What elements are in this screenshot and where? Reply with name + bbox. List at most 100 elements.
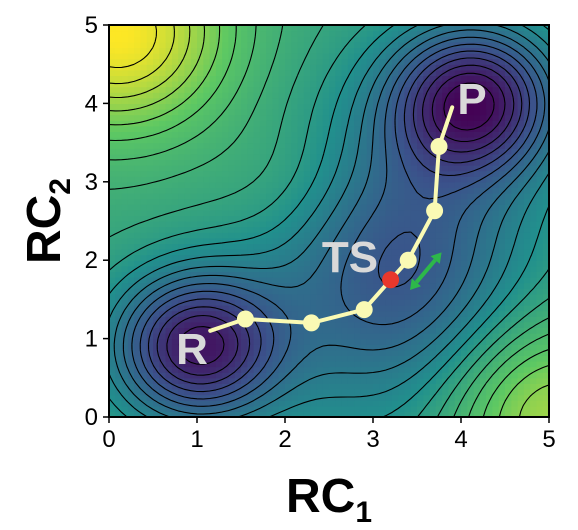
heatmap-cell — [467, 109, 475, 116]
heatmap-cell — [385, 349, 393, 356]
heatmap-cell — [385, 293, 393, 300]
heatmap-cell — [247, 181, 255, 188]
heatmap-cell — [467, 198, 475, 205]
heatmap-cell — [417, 103, 424, 110]
heatmap-cell — [505, 293, 512, 300]
heatmap-cell — [209, 405, 217, 412]
heatmap-cell — [448, 131, 456, 138]
heatmap-cell — [209, 137, 217, 144]
heatmap-cell — [322, 226, 330, 233]
heatmap-cell — [511, 142, 519, 149]
heatmap-cell — [228, 383, 236, 390]
y-tick-label: 1 — [85, 326, 98, 353]
heatmap-cell — [517, 159, 525, 166]
heatmap-cell — [511, 153, 519, 160]
heatmap-cell — [316, 288, 324, 295]
heatmap-cell — [247, 159, 255, 166]
heatmap-cell — [215, 159, 223, 166]
heatmap-cell — [505, 305, 512, 312]
heatmap-cell — [410, 137, 418, 144]
heatmap-cell — [153, 103, 160, 110]
heatmap-cell — [197, 114, 204, 121]
heatmap-cell — [373, 243, 380, 250]
heatmap-cell — [511, 103, 519, 110]
heatmap-cell — [542, 120, 549, 127]
heatmap-cell — [335, 92, 343, 99]
heatmap-cell — [190, 260, 198, 267]
heatmap-cell — [417, 400, 424, 407]
heatmap-cell — [278, 81, 286, 88]
heatmap-cell — [266, 282, 274, 289]
heatmap-cell — [486, 232, 494, 239]
heatmap-cell — [209, 215, 217, 222]
heatmap-cell — [423, 299, 431, 306]
heatmap-cell — [467, 36, 475, 43]
heatmap-cell — [341, 349, 349, 356]
heatmap-cell — [467, 226, 475, 233]
heatmap-cell — [190, 25, 198, 32]
heatmap-cell — [259, 349, 267, 356]
heatmap-cell — [442, 153, 450, 160]
heatmap-cell — [234, 260, 242, 267]
heatmap-cell — [228, 237, 236, 244]
heatmap-cell — [134, 47, 142, 54]
heatmap-cell — [479, 265, 487, 272]
x-tick-label: 5 — [542, 426, 555, 453]
heatmap-cell — [448, 114, 456, 121]
heatmap-cell — [385, 36, 393, 43]
heatmap-cell — [134, 226, 142, 233]
heatmap-cell — [134, 209, 142, 216]
heatmap-cell — [479, 321, 487, 328]
heatmap-cell — [354, 321, 362, 328]
heatmap-cell — [398, 193, 406, 200]
heatmap-cell — [391, 316, 399, 323]
heatmap-cell — [222, 204, 230, 211]
heatmap-cell — [505, 97, 512, 104]
heatmap-cell — [398, 338, 406, 345]
heatmap-cell — [360, 405, 368, 412]
heatmap-cell — [109, 243, 116, 250]
heatmap-cell — [171, 226, 179, 233]
heatmap-cell — [536, 58, 544, 65]
heatmap-cell — [297, 372, 305, 379]
heatmap-cell — [461, 338, 468, 345]
heatmap-cell — [316, 305, 324, 312]
heatmap-cell — [536, 25, 544, 32]
heatmap-cell — [159, 131, 167, 138]
heatmap-cell — [498, 58, 506, 65]
heatmap-cell — [461, 377, 468, 384]
heatmap-cell — [473, 344, 481, 351]
heatmap-cell — [486, 299, 494, 306]
heatmap-cell — [322, 193, 330, 200]
heatmap-cell — [341, 120, 349, 127]
heatmap-cell — [228, 193, 236, 200]
heatmap-cell — [492, 36, 500, 43]
heatmap-cell — [542, 30, 549, 37]
heatmap-cell — [146, 344, 154, 351]
heatmap-cell — [203, 47, 211, 54]
heatmap-cell — [530, 215, 538, 222]
heatmap-cell — [391, 226, 399, 233]
heatmap-cell — [479, 148, 487, 155]
heatmap-cell — [505, 137, 512, 144]
heatmap-cell — [461, 165, 468, 172]
heatmap-cell — [165, 148, 173, 155]
heatmap-cell — [385, 254, 393, 261]
heatmap-cell — [234, 204, 242, 211]
heatmap-cell — [203, 405, 211, 412]
heatmap-cell — [291, 254, 299, 261]
heatmap-cell — [505, 321, 512, 328]
heatmap-cell — [310, 277, 318, 284]
heatmap-cell — [259, 277, 267, 284]
heatmap-cell — [109, 310, 116, 317]
heatmap-cell — [140, 41, 148, 48]
heatmap-cell — [146, 109, 154, 116]
heatmap-cell — [322, 69, 330, 76]
heatmap-cell — [423, 41, 431, 48]
heatmap-cell — [486, 338, 494, 345]
heatmap-cell — [486, 366, 494, 373]
heatmap-cell — [291, 310, 299, 317]
heatmap-cell — [259, 237, 267, 244]
heatmap-cell — [266, 36, 274, 43]
heatmap-cell — [121, 41, 129, 48]
